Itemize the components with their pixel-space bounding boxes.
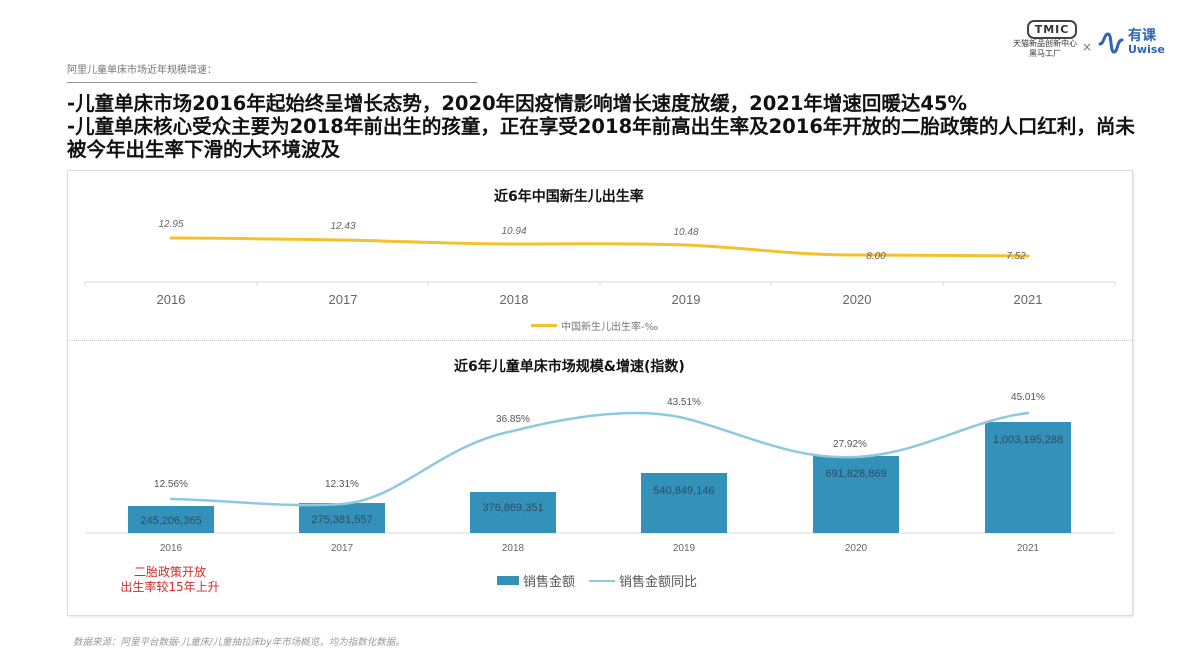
birth-rate-label: 10.94: [501, 226, 526, 237]
bar-value-label: 245,206,365: [140, 515, 201, 527]
market-legend: 销售金额 销售金额同比: [497, 571, 697, 590]
chart-divider: [67, 340, 1133, 341]
growth-label: 43.51%: [667, 397, 701, 408]
bar-value-label: 275,381,557: [311, 514, 372, 526]
tmic-badge: TMIC: [1026, 20, 1078, 39]
birth-rate-label: 7.52: [1006, 251, 1026, 262]
uwise-en-name: Uwise: [1128, 43, 1165, 56]
x-tick-label: 2020: [845, 543, 868, 554]
bar-2018: [470, 492, 556, 533]
policy-annotation: 二胎政策开放 出生率较15年上升: [100, 565, 240, 595]
tmic-subtitle-2: 黑马工厂: [1029, 49, 1061, 58]
birth-rate-line: [169, 236, 1030, 258]
x-tick-label: 2017: [329, 292, 358, 307]
annotation-line-2: 出生率较15年上升: [120, 580, 220, 594]
birth-rate-label: 8.00: [866, 251, 886, 262]
x-tick-label: 2016: [160, 543, 183, 554]
market-chart-title: 近6年儿童单床市场规模&增速(指数): [454, 359, 685, 375]
birth-rate-label: 12.43: [330, 221, 355, 232]
x-axis-ticks: [84, 282, 1116, 286]
uwise-cn-name: 有课: [1128, 28, 1156, 44]
birth-rate-chart-title: 近6年中国新生儿出生率: [494, 189, 644, 205]
x-tick-label: 2018: [502, 543, 525, 554]
growth-label: 45.01%: [1011, 392, 1045, 403]
legend-label: 中国新生儿出生率-‰: [561, 322, 659, 333]
headline-line-2: -儿童单床核心受众主要为2018年前出生的孩童，正在享受2018年前高出生率及2…: [67, 115, 1135, 161]
times-icon: ×: [1082, 40, 1093, 54]
bar-2017: [299, 503, 385, 533]
x-tick-label: 2021: [1017, 543, 1040, 554]
x-tick-label: 2021: [1014, 292, 1043, 307]
bar-value-label: 540,849,146: [653, 485, 714, 497]
tmic-subtitle: 天猫新品创新中心: [1013, 39, 1077, 48]
x-tick-label: 2019: [672, 292, 701, 307]
x-tick-label: 2016: [157, 292, 186, 307]
legend-label-sales: 销售金额: [523, 575, 576, 590]
legend-line-swatch: [531, 324, 557, 327]
x-tick-label: 2017: [331, 543, 354, 554]
bar-value-label: 376,869,351: [482, 502, 543, 514]
tmic-logo: TMIC 天猫新品创新中心 黑马工厂: [1000, 18, 1090, 59]
chart-frame: [67, 170, 1133, 616]
birth-rate-label: 10.48: [673, 227, 698, 238]
bar-value-label: 691,828,869: [825, 468, 886, 480]
section-divider: [67, 82, 477, 83]
bar-2021: [985, 422, 1071, 533]
bar-2016: [128, 506, 214, 533]
bar-2020: [813, 456, 899, 533]
legend-bar-swatch: [497, 576, 519, 585]
growth-line: [169, 411, 1030, 507]
legend-label-growth: 销售金额同比: [619, 575, 698, 590]
sales-bars: [128, 422, 1071, 533]
partner-logos: TMIC 天猫新品创新中心 黑马工厂 × 有课 Uwise: [1000, 18, 1190, 72]
growth-label: 36.85%: [496, 414, 530, 425]
legend-line-swatch: [589, 579, 616, 582]
section-label: 阿里儿童单床市场近年规模增速：: [67, 65, 217, 76]
uwise-logo: 有课 Uwise: [1098, 28, 1165, 56]
headline-line-1: -儿童单床市场2016年起始终呈增长态势，2020年因疫情影响增长速度放缓，20…: [67, 92, 968, 115]
uwise-wave-icon: [1098, 32, 1124, 54]
growth-label: 12.31%: [325, 479, 359, 490]
x-tick-label: 2019: [673, 543, 696, 554]
headline: -儿童单床市场2016年起始终呈增长态势，2020年因疫情影响增长速度放缓，20…: [67, 92, 1147, 161]
growth-label: 12.56%: [154, 479, 188, 490]
birth-rate-label: 12.95: [158, 219, 183, 230]
growth-label: 27.92%: [833, 439, 867, 450]
bar-value-label: 1,003,195,288: [993, 434, 1063, 446]
annotation-line-1: 二胎政策开放: [133, 565, 206, 579]
birth-rate-legend: 中国新生儿出生率-‰: [531, 318, 658, 333]
x-tick-label: 2020: [843, 292, 872, 307]
data-source-note: 数据来源：阿里平台数据-儿童床/儿童抽拉床by年市场概览，均为指数化数据。: [73, 637, 405, 648]
bar-2019: [641, 473, 727, 533]
x-tick-label: 2018: [500, 292, 529, 307]
